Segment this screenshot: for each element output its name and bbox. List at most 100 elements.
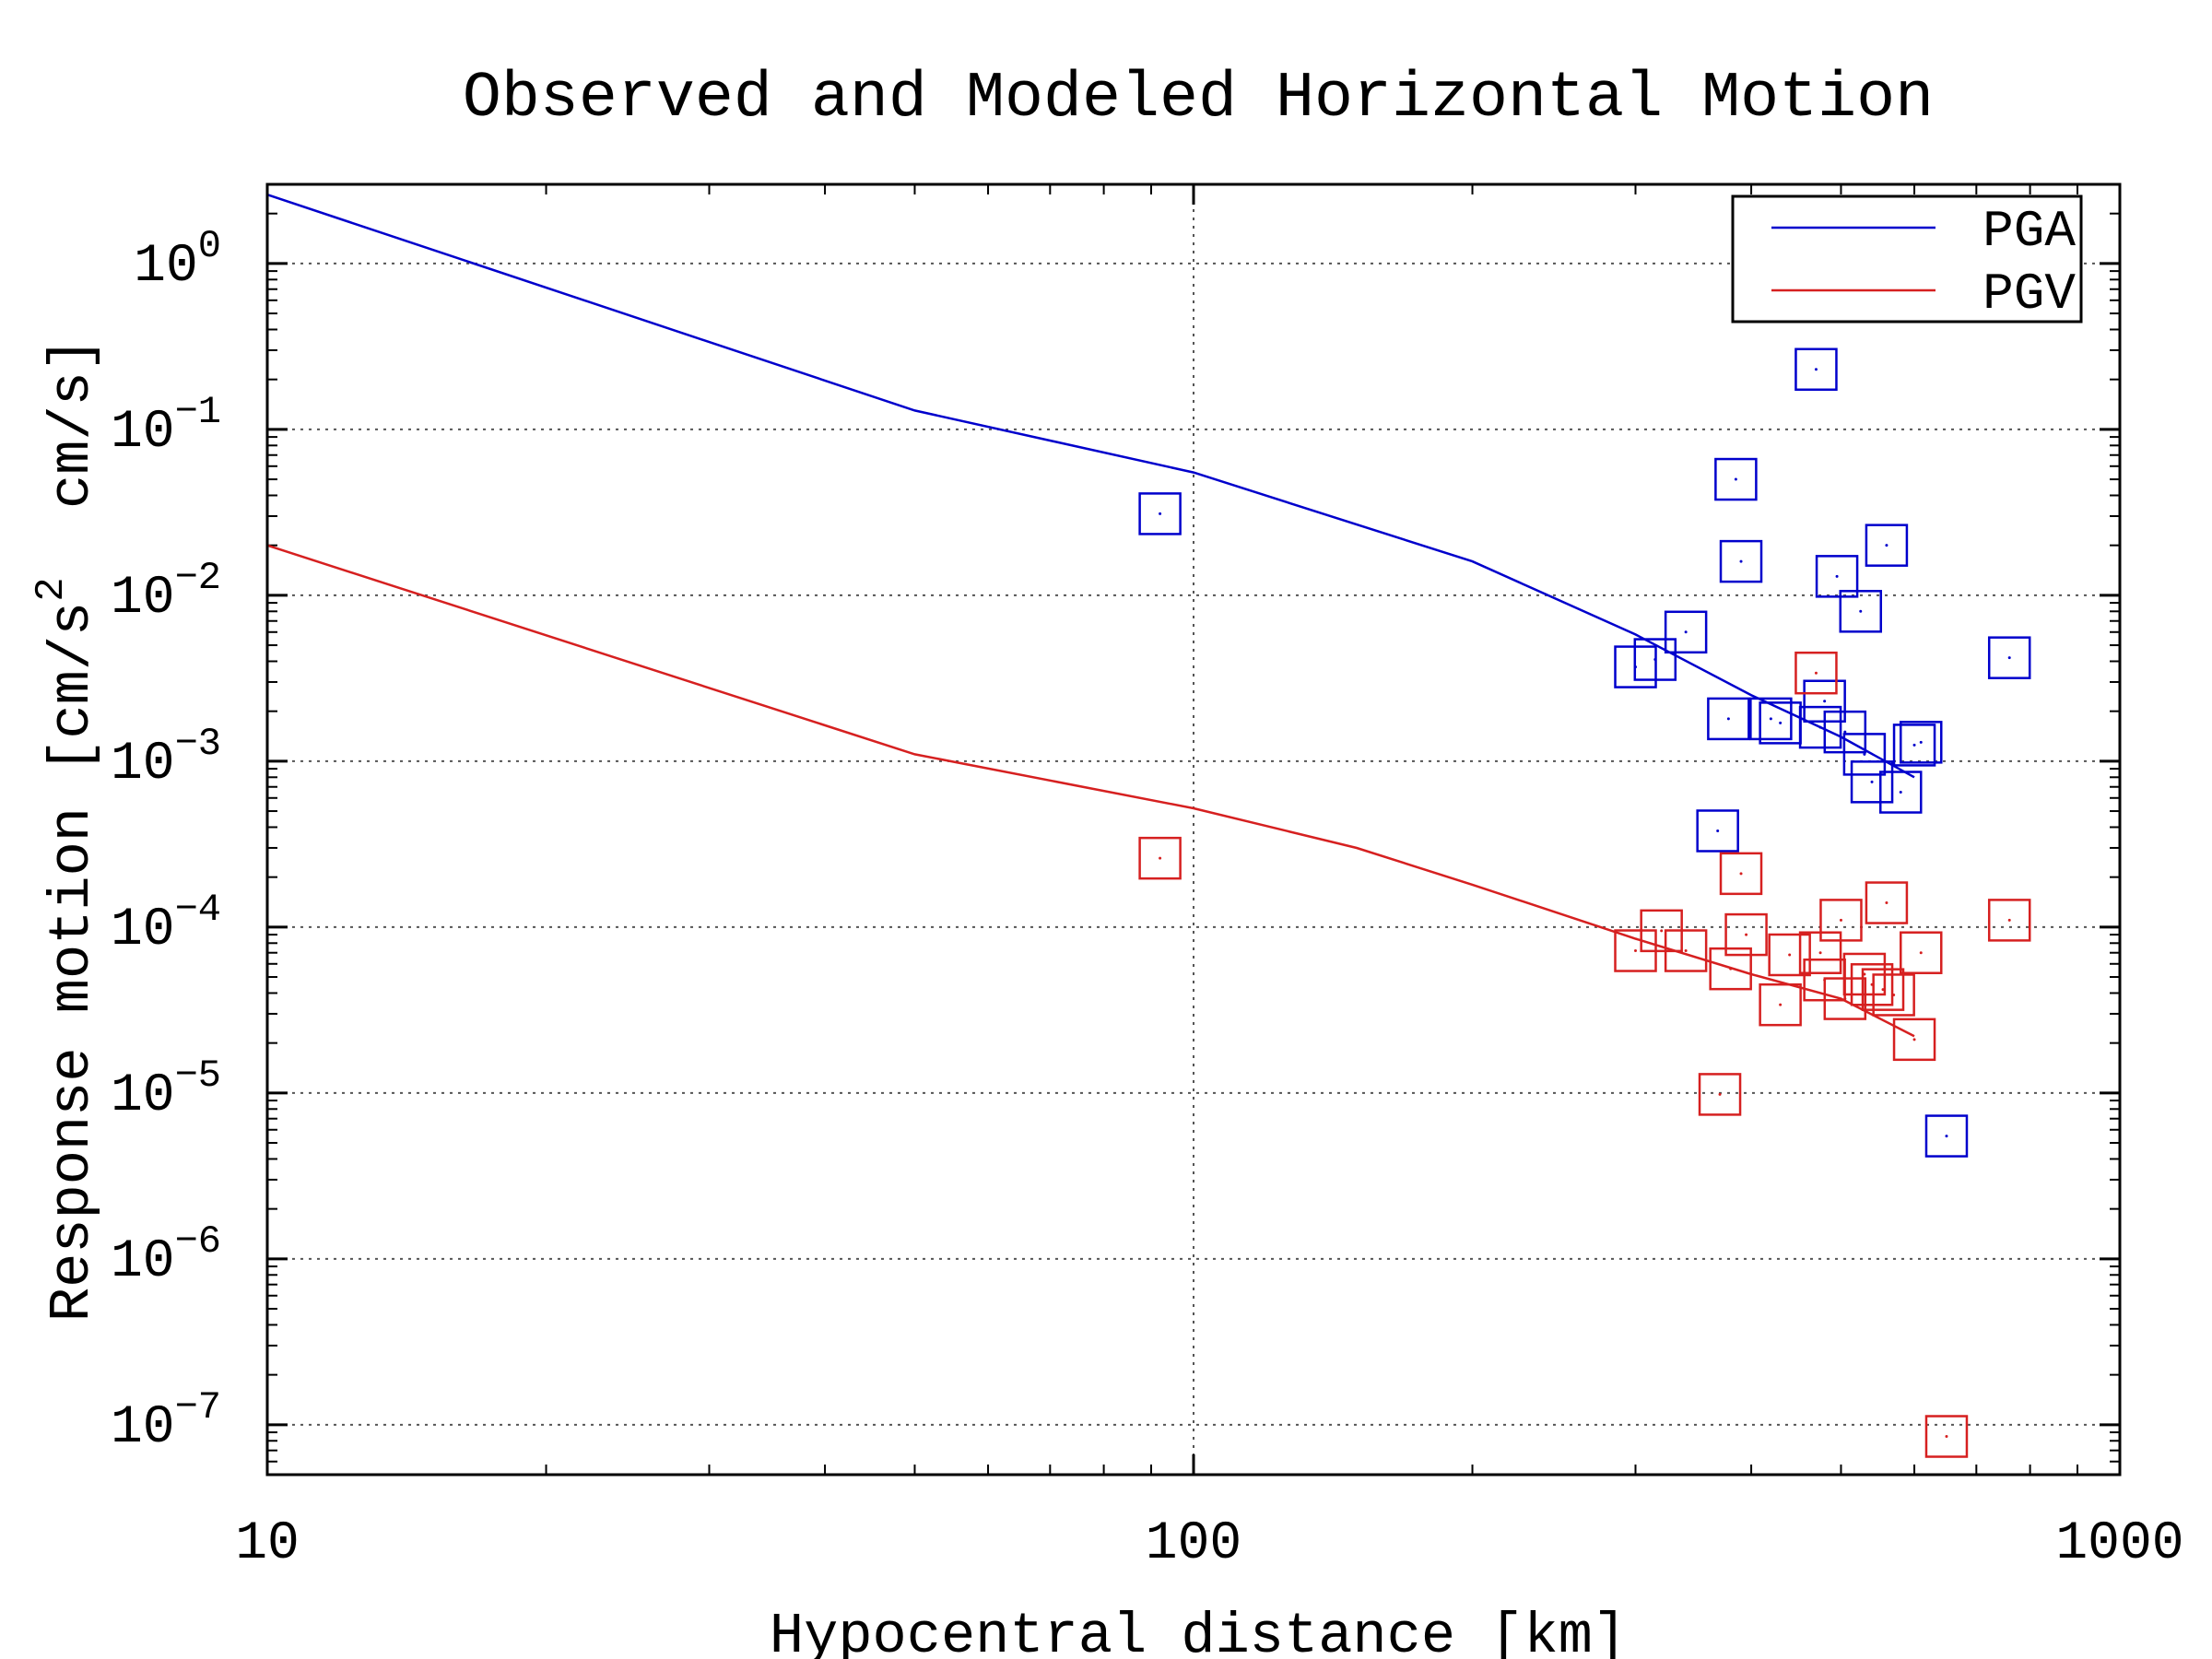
y-axis-label-main: Response motion [cm/s	[40, 602, 105, 1322]
data-point-pgv	[1861, 968, 1905, 1011]
data-point-pga	[1719, 539, 1763, 583]
y-tick-label: 10−5	[111, 1053, 221, 1126]
data-point-pga	[1987, 636, 2031, 679]
data-point-pga	[1865, 524, 1909, 567]
data-point-center	[1716, 829, 1720, 832]
data-point-marker	[1987, 899, 2031, 942]
data-point-center	[1863, 752, 1866, 756]
plot-frame	[265, 182, 2122, 1477]
data-point-pga	[1878, 771, 1923, 814]
data-point-pgv	[1664, 929, 1708, 972]
data-point-pgv	[1924, 1415, 1969, 1458]
data-point-center	[1885, 544, 1888, 547]
data-point-pga	[1842, 733, 1887, 776]
data-point-center	[1870, 780, 1874, 783]
data-point-center	[1788, 953, 1792, 957]
data-point-pga	[1633, 638, 1677, 681]
data-point-pga	[1664, 610, 1708, 654]
data-point-center	[1726, 717, 1730, 721]
data-point-pga	[1900, 721, 1943, 764]
x-tick-label: 1000	[2055, 1514, 2183, 1574]
y-tick-exponent: −2	[175, 556, 221, 600]
data-point-center	[1739, 559, 1743, 563]
data-point-marker	[1794, 651, 1838, 695]
data-point-marker	[1138, 492, 1182, 535]
y-tick-base: 10	[111, 1232, 175, 1292]
data-point-marker	[1865, 524, 1909, 567]
y-tick-base: 10	[111, 403, 175, 463]
y-tick-label: 10−4	[111, 888, 221, 960]
data-point-marker	[1768, 933, 1811, 977]
data-point-center	[1779, 1003, 1783, 1006]
data-point-pgv	[1709, 947, 1752, 991]
observed-points	[1138, 347, 2031, 1458]
data-point-marker	[1815, 555, 1859, 598]
data-point-marker	[1892, 724, 1936, 767]
data-point-pgv	[1823, 977, 1867, 1020]
data-point-center	[2007, 656, 2011, 660]
data-point-center	[1945, 1135, 1948, 1138]
data-point-pga	[1839, 590, 1883, 633]
x-axis-label: Hypocentral distance [km]	[770, 1604, 1627, 1659]
data-point-marker	[1614, 929, 1657, 972]
data-point-marker	[1861, 968, 1905, 1011]
series-line-pga	[266, 194, 1915, 779]
data-point-pga	[1714, 457, 1758, 501]
data-point-center	[1881, 988, 1885, 992]
data-point-marker	[1924, 1114, 1969, 1158]
data-point-marker	[1924, 1415, 1969, 1458]
data-point-pgv	[1768, 933, 1811, 977]
data-point-marker	[1900, 931, 1943, 974]
y-tick-label: 10−7	[111, 1385, 221, 1458]
data-point-center	[1684, 949, 1688, 953]
data-point-pgv	[1698, 1073, 1742, 1116]
data-point-marker	[1850, 963, 1894, 1006]
data-point-center	[1729, 967, 1733, 971]
data-point-center	[1660, 929, 1664, 933]
grid	[267, 184, 2120, 1475]
data-point-center	[2007, 918, 2011, 922]
y-tick-label: 10−6	[111, 1219, 221, 1292]
data-point-marker	[1839, 590, 1883, 633]
y-tick-label: 10−3	[111, 722, 221, 794]
x-tick-label: 100	[1146, 1514, 1241, 1574]
data-point-marker	[1759, 982, 1802, 1027]
data-point-center	[1839, 918, 1842, 922]
data-point-marker	[1664, 610, 1708, 654]
data-point-center	[1653, 658, 1657, 662]
data-point-center	[1769, 717, 1772, 721]
y-axis-label-exponent: 2	[29, 577, 75, 601]
data-point-marker	[1698, 1073, 1742, 1116]
data-point-pga	[1892, 724, 1936, 767]
data-point-center	[1892, 993, 1896, 996]
data-point-center	[1919, 740, 1923, 744]
data-point-marker	[1892, 1018, 1936, 1062]
data-point-pgv	[1794, 651, 1838, 695]
data-point-pga	[1794, 347, 1838, 392]
data-point-marker	[1633, 638, 1677, 681]
data-point-pga	[1696, 809, 1739, 853]
data-point-center	[1718, 1092, 1722, 1096]
y-tick-label: 10−2	[111, 556, 221, 629]
data-point-marker	[1842, 733, 1887, 776]
data-point-center	[1912, 743, 1916, 747]
data-point-pgv	[1614, 929, 1657, 972]
data-point-marker	[1709, 947, 1752, 991]
y-tick-exponent: −5	[175, 1053, 221, 1098]
data-point-pga	[1138, 492, 1182, 535]
data-point-pga	[1749, 697, 1793, 741]
data-point-marker	[1798, 705, 1842, 749]
chart-title: Observed and Modeled Horizontal Motion	[463, 63, 1934, 135]
y-tick-exponent: −7	[175, 1385, 221, 1430]
data-point-marker	[1707, 697, 1750, 741]
data-point-marker	[1719, 852, 1763, 896]
y-tick-exponent: −3	[175, 722, 221, 766]
data-point-center	[1818, 951, 1822, 955]
y-tick-base: 10	[111, 1066, 175, 1126]
y-axis-label-tail: cm/s]	[40, 337, 105, 577]
y-tick-exponent: −6	[175, 1219, 221, 1264]
data-point-center	[1885, 901, 1888, 905]
